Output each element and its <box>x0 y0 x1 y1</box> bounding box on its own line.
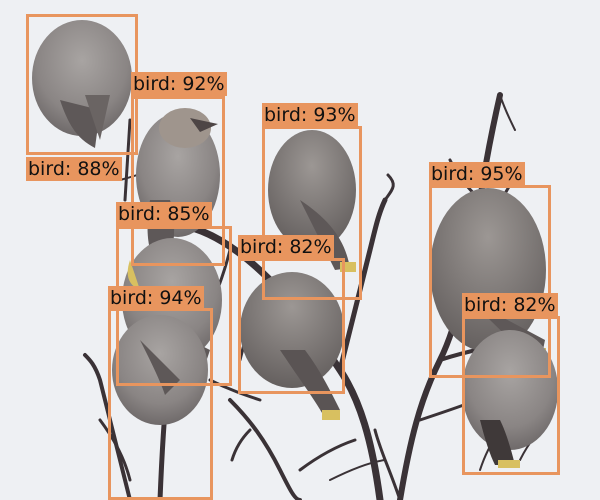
detection-label-4: bird: 85% <box>116 202 212 226</box>
detection-label-8: bird: 82% <box>462 293 558 317</box>
detection-label-7: bird: 95% <box>429 162 525 186</box>
detection-box-8 <box>462 316 560 475</box>
bird-1 <box>32 20 132 148</box>
detection-box-2 <box>131 96 225 266</box>
detection-label-6: bird: 94% <box>108 286 204 310</box>
detection-label-1: bird: 88% <box>26 157 122 181</box>
detection-box-5 <box>238 258 345 394</box>
detection-box-7 <box>429 185 551 378</box>
detection-label-2: bird: 92% <box>131 72 227 96</box>
detection-box-3 <box>262 126 362 300</box>
bird-6 <box>112 315 208 425</box>
bird-5 <box>240 272 344 420</box>
detection-box-1 <box>26 14 138 155</box>
detection-label-5: bird: 82% <box>238 235 334 259</box>
detection-label-3: bird: 93% <box>262 103 358 127</box>
bird-8 <box>462 330 558 468</box>
detection-box-6 <box>108 308 213 500</box>
